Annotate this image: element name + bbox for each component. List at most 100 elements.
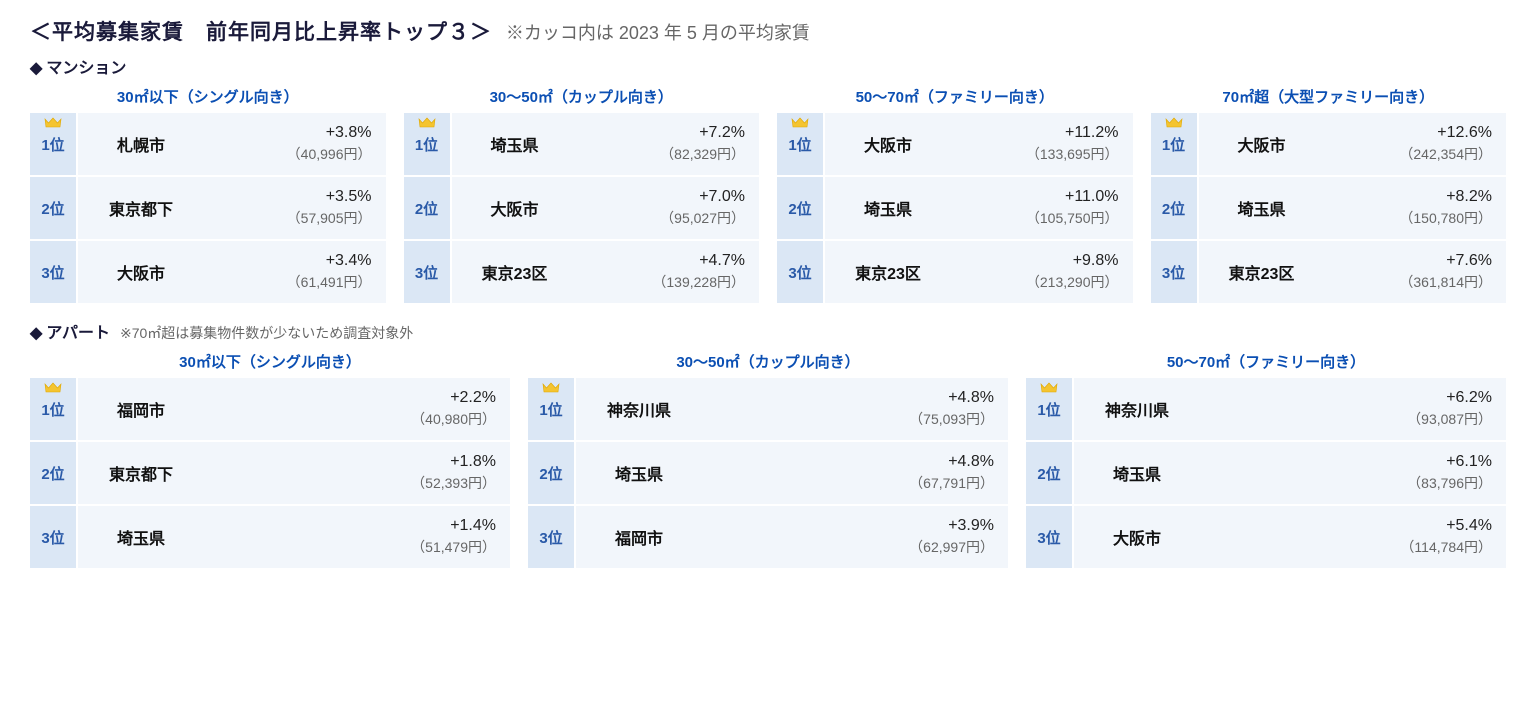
rank-label: 2位 (539, 463, 562, 484)
crown-icon (791, 116, 809, 128)
value-cell: +5.4%（114,784円） (1200, 506, 1506, 568)
percent-change: +4.7% (699, 252, 745, 270)
rank-cell: 1位 (1026, 378, 1072, 440)
value-cell: +4.8% （67,791円） (702, 442, 1008, 504)
rank-row: 2位埼玉県+11.0%（105,750円） (777, 177, 1133, 241)
value-cell: +3.4%（61,491円） (204, 241, 386, 303)
value-cell: +9.8%（213,290円） (951, 241, 1133, 303)
city-cell: 埼玉県 (574, 442, 702, 504)
rank-label: 3位 (539, 527, 562, 548)
avg-rent: （75,093円） (909, 409, 994, 429)
diamond-icon: ◆ (30, 60, 42, 77)
rank-row: 3位東京23区+4.7%（139,228円） (404, 241, 760, 305)
rank-cell: 2位 (30, 442, 76, 504)
percent-change: +4.8% (948, 389, 994, 407)
rank-label: 3位 (1162, 262, 1185, 283)
avg-rent: （83,796円） (1407, 473, 1492, 493)
rank-row: 1位神奈川県+4.8%（75,093円） (528, 378, 1008, 442)
percent-change: +1.8% (450, 453, 496, 471)
page-title: ＜平均募集家賃 前年同月比上昇率トップ３＞ ※カッコ内は 2023 年 5 月の… (30, 16, 1506, 46)
rank-label: 1位 (415, 134, 438, 155)
avg-rent: （61,491円） (287, 272, 372, 292)
city-cell: 神奈川県 (1072, 378, 1200, 440)
percent-change: +6.2% (1446, 389, 1492, 407)
percent-change: +7.6% (1446, 252, 1492, 270)
value-cell: +3.5%（57,905円） (204, 177, 386, 239)
rank-label: 3位 (41, 527, 64, 548)
rank-label: 1位 (41, 399, 64, 420)
groups-row: 30㎡以下（シングル向き）1位札幌市+3.8%（40,996円）2位東京都下+3… (30, 86, 1506, 305)
rank-row: 3位埼玉県+1.4%（51,479円） (30, 506, 510, 570)
avg-rent: （150,780円） (1399, 208, 1492, 228)
crown-icon (1165, 116, 1183, 128)
rank-row: 2位東京都下+3.5%（57,905円） (30, 177, 386, 241)
ranking-group: 30～50㎡（カップル向き）1位神奈川県+4.8%（75,093円）2位埼玉県+… (528, 351, 1008, 570)
value-cell: +2.2%（40,980円） (204, 378, 510, 440)
ranking-group: 30㎡以下（シングル向き）1位札幌市+3.8%（40,996円）2位東京都下+3… (30, 86, 386, 305)
rank-cell: 1位 (30, 113, 76, 175)
avg-rent: （51,479円） (411, 537, 496, 557)
percent-change: +3.9% (948, 517, 994, 535)
section-note: ※70㎡超は募集物件数が少ないため調査対象外 (120, 325, 413, 341)
rank-cell: 3位 (30, 241, 76, 303)
rank-cell: 1位 (777, 113, 823, 175)
percent-change: +11.0% (1065, 188, 1119, 206)
value-cell: +11.0%（105,750円） (951, 177, 1133, 239)
value-cell: +8.2% （150,780円） (1325, 177, 1507, 239)
avg-rent: （67,791円） (909, 473, 994, 493)
ranking-group: 50～70㎡（ファミリー向き）1位大阪市+11.2%（133,695円）2位埼玉… (777, 86, 1133, 305)
rank-cell: 1位 (404, 113, 450, 175)
rank-label: 3位 (415, 262, 438, 283)
percent-change: +4.8% (948, 453, 994, 471)
avg-rent: （242,354円） (1399, 144, 1492, 164)
rank-cell: 3位 (1026, 506, 1072, 568)
group-title: 30～50㎡（カップル向き） (404, 86, 760, 107)
rank-label: 2位 (1162, 198, 1185, 219)
ranking-group: 30～50㎡（カップル向き）1位埼玉県+7.2%（82,329円）2位大阪市+7… (404, 86, 760, 305)
city-cell: 埼玉県 (76, 506, 204, 568)
avg-rent: （52,393円） (411, 473, 496, 493)
rank-cell: 3位 (1151, 241, 1197, 303)
crown-icon (1040, 381, 1058, 393)
section-heading-text: マンション (46, 60, 126, 77)
rank-row: 2位東京都下 +1.8% （52,393円） (30, 442, 510, 506)
rank-label: 2位 (788, 198, 811, 219)
title-main: ＜平均募集家賃 前年同月比上昇率トップ３＞ (30, 21, 492, 44)
city-cell: 大阪市 (1197, 113, 1325, 175)
value-cell: +4.8% （75,093円） (702, 378, 1008, 440)
value-cell: +12.6%（242,354円） (1325, 113, 1507, 175)
rank-row: 3位大阪市+3.4%（61,491円） (30, 241, 386, 305)
city-cell: 埼玉県 (1197, 177, 1325, 239)
avg-rent: （139,228円） (652, 272, 745, 292)
city-cell: 東京都下 (76, 177, 204, 239)
group-title: 30㎡以下（シングル向き） (30, 351, 510, 372)
city-cell: 福岡市 (76, 378, 204, 440)
percent-change: +6.1% (1446, 453, 1492, 471)
rank-row: 2位大阪市+7.0%（95,027円） (404, 177, 760, 241)
rank-label: 1位 (1162, 134, 1185, 155)
value-cell: +3.8%（40,996円） (204, 113, 386, 175)
rank-cell: 1位 (30, 378, 76, 440)
avg-rent: （40,996円） (287, 144, 372, 164)
ranking-group: 30㎡以下（シングル向き）1位福岡市+2.2%（40,980円）2位東京都下+1… (30, 351, 510, 570)
rank-label: 1位 (788, 134, 811, 155)
title-note: ※カッコ内は 2023 年 5 月の平均家賃 (506, 23, 810, 43)
rank-row: 3位東京23区+9.8%（213,290円） (777, 241, 1133, 305)
rank-cell: 3位 (528, 506, 574, 568)
avg-rent: （133,695円） (1026, 144, 1119, 164)
value-cell: +11.2%（133,695円） (951, 113, 1133, 175)
rank-cell: 2位 (777, 177, 823, 239)
rank-row: 2位埼玉県 +4.8% （67,791円） (528, 442, 1008, 506)
value-cell: +3.9%（62,997円） (702, 506, 1008, 568)
percent-change: +8.2% (1446, 188, 1492, 206)
city-cell: 埼玉県 (450, 113, 578, 175)
value-cell: +1.8% （52,393円） (204, 442, 510, 504)
rank-row: 3位大阪市+5.4%（114,784円） (1026, 506, 1506, 570)
group-title: 50～70㎡（ファミリー向き） (1026, 351, 1506, 372)
groups-row: 30㎡以下（シングル向き）1位福岡市+2.2%（40,980円）2位東京都下+1… (30, 351, 1506, 570)
city-cell: 札幌市 (76, 113, 204, 175)
city-cell: 東京23区 (823, 241, 951, 303)
city-cell: 東京都下 (76, 442, 204, 504)
avg-rent: （213,290円） (1026, 272, 1119, 292)
diamond-icon: ◆ (30, 325, 42, 342)
